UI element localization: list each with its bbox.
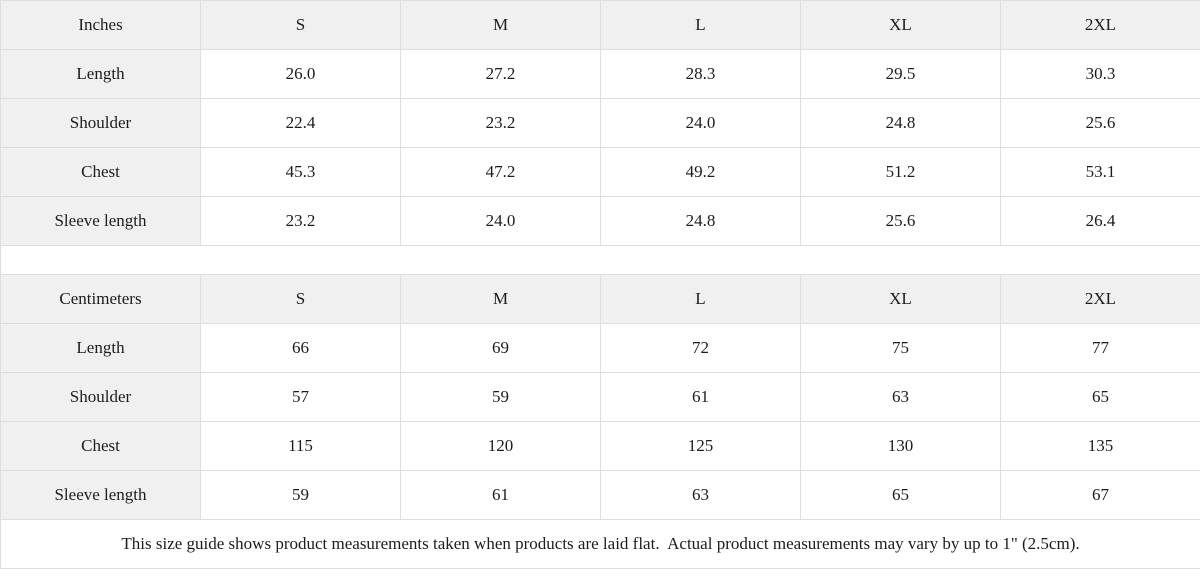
measurement-value-cell: 63	[800, 372, 1001, 422]
measurement-value-cell: 125	[600, 421, 801, 471]
measurement-value-cell: 24.8	[800, 98, 1001, 148]
measurement-value-cell: 75	[800, 323, 1001, 373]
size-guide-body: Inches S M L XL 2XL Length 26.0 27.2 28.3 29.5 30.3…	[0, 0, 1200, 520]
measurement-value-cell: 45.3	[200, 147, 401, 197]
size-header-cell: 2XL	[1000, 0, 1200, 50]
measurement-value-cell: 26.0	[200, 49, 401, 99]
measurement-label-cell: Chest	[0, 421, 201, 471]
measurement-value-cell: 135	[1000, 421, 1200, 471]
measurement-value-cell: 23.2	[200, 196, 401, 246]
measurement-row: Shoulder 22.4 23.2 24.0 24.8 25.6	[0, 98, 1200, 148]
measurement-row: Length 26.0 27.2 28.3 29.5 30.3	[0, 49, 1200, 99]
measurement-value-cell: 51.2	[800, 147, 1001, 197]
measurement-row: Shoulder 57 59 61 63 65	[0, 372, 1200, 422]
size-header-cell: L	[600, 274, 801, 324]
measurement-label-cell: Shoulder	[0, 372, 201, 422]
measurement-label-cell: Shoulder	[0, 98, 201, 148]
measurement-label-cell: Chest	[0, 147, 201, 197]
measurement-row: Sleeve length 23.2 24.0 24.8 25.6 26.4	[0, 196, 1200, 246]
measurement-label-cell: Sleeve length	[0, 196, 201, 246]
size-header-cell: S	[200, 0, 401, 50]
measurement-value-cell: 57	[200, 372, 401, 422]
measurement-value-cell: 22.4	[200, 98, 401, 148]
measurement-value-cell: 77	[1000, 323, 1200, 373]
measurement-label-cell: Length	[0, 49, 201, 99]
footnote-row: This size guide shows product measuremen…	[0, 519, 1200, 569]
measurement-value-cell: 59	[400, 372, 601, 422]
unit-label-cell: Centimeters	[0, 274, 201, 324]
measurement-value-cell: 28.3	[600, 49, 801, 99]
measurement-value-cell: 49.2	[600, 147, 801, 197]
measurement-label-cell: Sleeve length	[0, 470, 201, 520]
size-header-cell: L	[600, 0, 801, 50]
measurement-value-cell: 66	[200, 323, 401, 373]
size-header-row: Inches S M L XL 2XL	[0, 0, 1200, 50]
size-guide-footnote: This size guide shows product measuremen…	[0, 519, 1200, 569]
measurement-value-cell: 24.0	[600, 98, 801, 148]
measurement-value-cell: 130	[800, 421, 1001, 471]
measurement-row: Chest 45.3 47.2 49.2 51.2 53.1	[0, 147, 1200, 197]
size-header-cell: XL	[800, 274, 1001, 324]
measurement-value-cell: 47.2	[400, 147, 601, 197]
measurement-row: Sleeve length 59 61 63 65 67	[0, 470, 1200, 520]
measurement-value-cell: 59	[200, 470, 401, 520]
size-header-cell: S	[200, 274, 401, 324]
measurement-value-cell: 23.2	[400, 98, 601, 148]
measurement-value-cell: 29.5	[800, 49, 1001, 99]
measurement-label-cell: Length	[0, 323, 201, 373]
measurement-value-cell: 63	[600, 470, 801, 520]
size-header-cell: M	[400, 274, 601, 324]
size-header-cell: M	[400, 0, 601, 50]
size-header-cell: 2XL	[1000, 274, 1200, 324]
measurement-value-cell: 24.8	[600, 196, 801, 246]
measurement-value-cell: 61	[600, 372, 801, 422]
size-header-cell: XL	[800, 0, 1001, 50]
measurement-value-cell: 72	[600, 323, 801, 373]
measurement-value-cell: 24.0	[400, 196, 601, 246]
measurement-row: Chest 115 120 125 130 135	[0, 421, 1200, 471]
measurement-value-cell: 26.4	[1000, 196, 1200, 246]
spacer-cell	[0, 245, 1200, 275]
measurement-value-cell: 27.2	[400, 49, 601, 99]
measurement-value-cell: 25.6	[800, 196, 1001, 246]
measurement-value-cell: 30.3	[1000, 49, 1200, 99]
size-header-row: Centimeters S M L XL 2XL	[0, 274, 1200, 324]
measurement-value-cell: 69	[400, 323, 601, 373]
unit-label-cell: Inches	[0, 0, 201, 50]
measurement-value-cell: 65	[800, 470, 1001, 520]
measurement-value-cell: 25.6	[1000, 98, 1200, 148]
measurement-value-cell: 120	[400, 421, 601, 471]
measurement-value-cell: 53.1	[1000, 147, 1200, 197]
spacer-row	[0, 245, 1200, 275]
measurement-row: Length 66 69 72 75 77	[0, 323, 1200, 373]
measurement-value-cell: 67	[1000, 470, 1200, 520]
measurement-value-cell: 65	[1000, 372, 1200, 422]
measurement-value-cell: 115	[200, 421, 401, 471]
measurement-value-cell: 61	[400, 470, 601, 520]
